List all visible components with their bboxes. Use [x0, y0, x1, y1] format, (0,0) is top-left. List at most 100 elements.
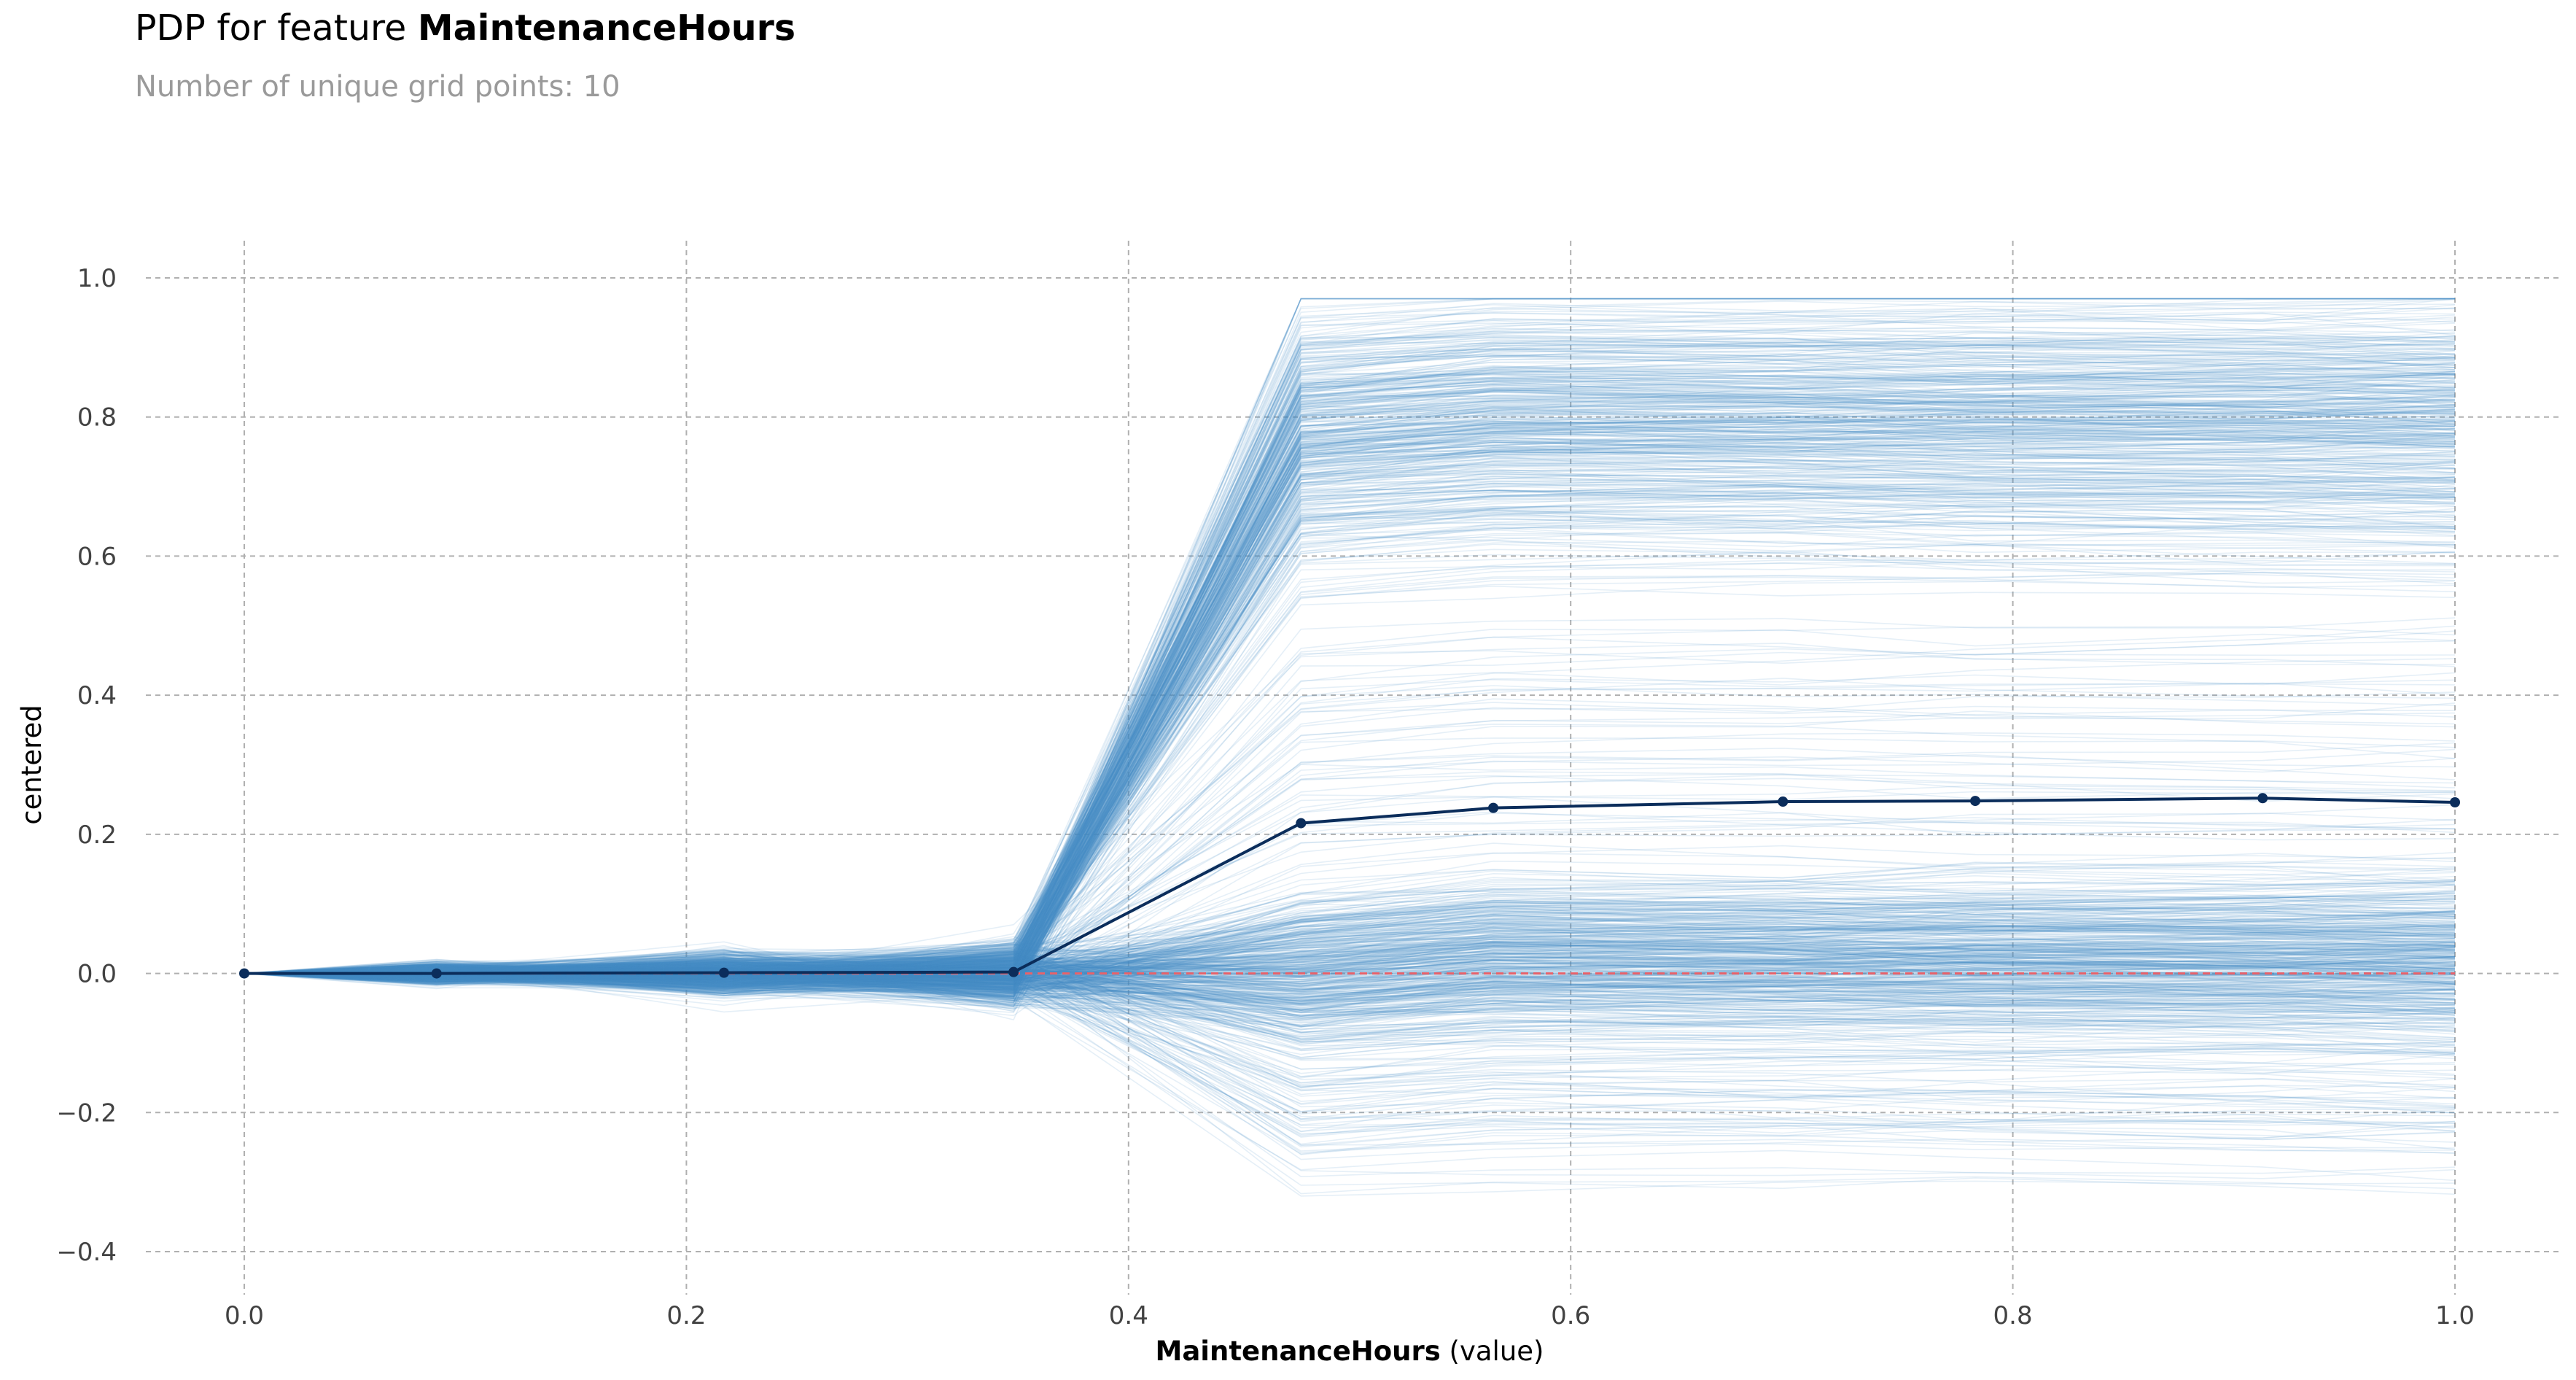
ice-line: [244, 460, 2456, 979]
ice-line: [244, 435, 2456, 979]
ice-line: [244, 934, 2456, 991]
ice-line: [244, 691, 2456, 990]
ice-line: [244, 953, 2456, 999]
ice-line: [244, 899, 2456, 977]
ice-line: [244, 636, 2456, 977]
y-tick-label: −0.4: [56, 1238, 117, 1267]
ice-line: [244, 950, 2456, 1102]
ice-line: [244, 407, 2456, 997]
ice-line: [244, 902, 2456, 974]
ice-line: [244, 336, 2456, 986]
ice-line: [244, 958, 2456, 1036]
ice-line: [244, 948, 2456, 1112]
ice-line: [244, 363, 2456, 987]
ice-line: [244, 958, 2456, 1002]
ice-line: [244, 313, 2456, 977]
ice-line: [244, 896, 2456, 981]
ice-line: [244, 958, 2456, 1061]
ice-line: [244, 451, 2456, 994]
ice-line: [244, 945, 2456, 1080]
ice-line: [244, 329, 2456, 980]
ice-line: [244, 376, 2456, 977]
ice-line: [244, 461, 2456, 996]
ice-line: [244, 543, 2456, 974]
ice-line: [244, 465, 2456, 979]
ice-line: [244, 958, 2456, 1028]
ice-line: [244, 952, 2456, 980]
ice-line: [244, 732, 2456, 981]
ice-line: [244, 938, 2456, 989]
ice-line: [244, 941, 2456, 988]
ice-line: [244, 903, 2456, 977]
ice-line: [244, 893, 2456, 982]
ice-line: [244, 511, 2456, 1007]
ice-line: [244, 474, 2456, 980]
pdp-point: [431, 968, 442, 979]
ice-line: [244, 379, 2456, 988]
ice-line: [244, 389, 2456, 995]
ice-line: [244, 441, 2456, 980]
ice-line: [244, 944, 2456, 980]
ice-line: [244, 333, 2456, 992]
ice-line: [244, 939, 2456, 983]
ice-line: [244, 962, 2456, 985]
ice-line: [244, 955, 2456, 1089]
ice-line: [244, 958, 2456, 982]
ice-line: [244, 953, 2456, 991]
ice-line: [244, 958, 2456, 1019]
ice-line: [244, 796, 2456, 974]
ice-line: [244, 870, 2456, 981]
ice-line: [244, 419, 2456, 976]
ice-line: [244, 947, 2456, 984]
ice-line: [244, 402, 2456, 974]
ice-line: [244, 298, 2456, 985]
ice-line: [244, 389, 2456, 977]
ice-line: [244, 465, 2456, 974]
ice-line: [244, 896, 2456, 997]
ice-line: [244, 958, 2456, 1014]
ice-line: [244, 940, 2456, 987]
ice-line: [244, 937, 2456, 991]
ice-line: [244, 956, 2456, 1051]
ice-line: [244, 969, 2456, 1182]
ice-line: [244, 299, 2456, 997]
ice-line: [244, 972, 2456, 1011]
ice-line: [244, 403, 2456, 981]
ice-line: [244, 385, 2456, 999]
ice-line: [244, 950, 2456, 1012]
ice-line: [244, 972, 2456, 1043]
pdp-point: [2257, 793, 2268, 804]
ice-line: [244, 963, 2456, 1030]
ice-line: [244, 967, 2456, 991]
ice-line: [244, 476, 2456, 993]
ice-line: [244, 298, 2455, 990]
ice-line: [244, 441, 2456, 984]
ice-line: [244, 950, 2456, 995]
ice-line: [244, 316, 2456, 991]
ice-line: [244, 439, 2456, 976]
ice-line: [244, 932, 2456, 975]
ice-line: [244, 381, 2456, 988]
ice-line: [244, 915, 2456, 985]
ice-line: [244, 971, 2456, 1020]
ice-line: [244, 926, 2456, 1001]
ice-line: [244, 962, 2456, 1034]
ice-line: [244, 944, 2456, 977]
ice-line: [244, 403, 2456, 984]
ice-line: [244, 944, 2456, 1001]
ice-line: [244, 930, 2456, 980]
ice-line: [244, 953, 2456, 995]
ice-line: [244, 484, 2456, 976]
ice-line: [244, 936, 2456, 999]
ice-line: [244, 958, 2456, 993]
ice-line: [244, 514, 2456, 978]
ice-line: [244, 969, 2456, 1058]
ice-line: [244, 385, 2456, 974]
ice-line: [244, 927, 2456, 988]
ice-line: [244, 483, 2456, 990]
ice-line: [244, 393, 2456, 994]
ice-line: [244, 436, 2456, 993]
ice-line: [244, 408, 2456, 985]
ice-line: [244, 476, 2456, 974]
ice-line: [244, 470, 2456, 979]
